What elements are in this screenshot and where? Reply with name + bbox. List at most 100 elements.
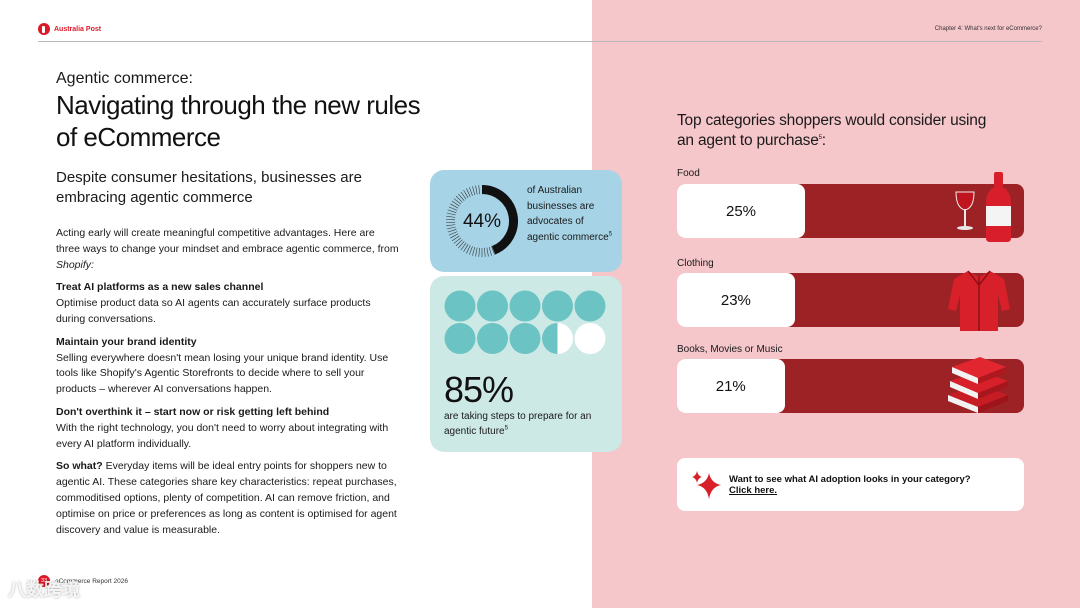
category-label-food: Food (677, 168, 700, 179)
donut-tick (475, 185, 478, 195)
category-cta-card[interactable]: Want to see what AI adoption looks in yo… (677, 458, 1024, 511)
donut-tick (458, 241, 465, 249)
donut-tick (446, 224, 456, 227)
donut-tick (472, 186, 476, 196)
wine-bottle-icon (955, 172, 1011, 242)
donut-tick (466, 245, 471, 254)
stat-card-advocates: 44% of Australian businesses are advocat… (430, 170, 622, 272)
donut-tick (453, 198, 462, 205)
header-divider (38, 41, 1042, 42)
point-text: With the right technology, you don't nee… (56, 421, 389, 450)
australia-post-logo[interactable]: Australia Post (38, 23, 101, 35)
categories-title: Top categories shoppers would consider u… (677, 112, 987, 149)
donut-tick (460, 191, 467, 200)
dot (509, 323, 541, 354)
donut-tick (450, 233, 459, 239)
dot-grid-85-percent (444, 290, 606, 354)
point-1: Treat AI platforms as a new sales channe… (56, 280, 401, 327)
dot (477, 323, 508, 354)
donut-tick (478, 185, 480, 195)
point-text: Optimise product data so AI agents can a… (56, 297, 371, 325)
donut-tick (491, 246, 495, 255)
category-label-books: Books, Movies or Music (677, 344, 783, 355)
donut-tick (448, 206, 458, 211)
category-bar-clothing: 23% (677, 270, 1024, 331)
donut-tick (446, 215, 456, 218)
page-subtitle: Despite consumer hesitations, businesses… (56, 169, 362, 206)
donut-tick (446, 212, 456, 216)
so-what-text: Everyday items will be ideal entry point… (56, 460, 397, 536)
page-footer: 33 eCommerce Report 2026 (38, 575, 128, 587)
red-jacket-icon (948, 270, 1010, 331)
so-what-paragraph: So what? Everyday items will be ideal en… (56, 459, 401, 538)
category-bar-books: 21% (677, 357, 1024, 413)
chapter-title: Chapter 4: What's next for eCommerce? (934, 26, 1042, 32)
page-number: 33 (38, 575, 50, 587)
donut-tick (447, 209, 457, 213)
dot (542, 290, 573, 322)
stat-advocates-value: 44% (463, 211, 501, 232)
point-text: Selling everywhere doesn't mean losing y… (56, 351, 389, 396)
bar-fill: 25% (677, 184, 805, 238)
so-what-heading: So what? (56, 460, 103, 473)
donut-tick (455, 195, 463, 203)
bar-fill: 23% (677, 273, 795, 327)
point-2: Maintain your brand identity Selling ever… (56, 335, 401, 398)
donut-tick (453, 237, 462, 244)
donut-tick (478, 247, 480, 257)
lead-paragraph: Acting early will create meaningful comp… (56, 227, 399, 271)
donut-tick (448, 231, 458, 236)
donut-tick (484, 247, 486, 257)
section-kicker: Agentic commerce: (56, 70, 193, 87)
donut-tick (475, 247, 478, 257)
stat-preparing-value: 85% (444, 369, 514, 410)
category-bar-food: 25% (677, 172, 1024, 242)
donut-tick (466, 188, 471, 197)
dot (444, 290, 476, 322)
stat-card-preparing: 85% are taking steps to prepare for an a… (430, 276, 622, 452)
dot (574, 323, 606, 354)
bar-fill: 21% (677, 359, 785, 413)
logo-text: Australia Post (54, 25, 102, 33)
donut-tick (451, 235, 460, 242)
donut-tick (469, 187, 473, 196)
australia-post-logo-icon (38, 23, 50, 35)
stat-advocates-text: of Australian businesses are advocates o… (527, 185, 613, 243)
body-text: Acting early will create meaningful comp… (56, 226, 401, 545)
stat-preparing-text: are taking steps to prepare for an agent… (444, 411, 592, 437)
watermark: 八数跨境 (8, 580, 80, 600)
sparkle-icon (692, 471, 721, 499)
donut-tick (447, 229, 457, 233)
donut-tick (455, 239, 463, 247)
click-here-link[interactable]: Click here. (729, 485, 778, 496)
donut-tick (451, 200, 460, 207)
dot (477, 290, 508, 322)
dot (574, 290, 606, 322)
dot (542, 323, 573, 354)
donut-tick (488, 246, 492, 256)
page-title: Navigating through the new rules of eCom… (56, 90, 421, 152)
point-heading: Treat AI platforms as a new sales channe… (56, 281, 264, 294)
donut-tick (469, 246, 473, 255)
cta-text: Want to see what AI adoption looks in yo… (729, 474, 971, 496)
donut-tick (463, 189, 469, 198)
donut-tick (446, 226, 456, 230)
donut-tick (472, 246, 476, 256)
donut-tick (458, 193, 465, 201)
point-heading: Don't overthink it – start now or risk g… (56, 405, 330, 418)
books-icon (948, 357, 1008, 413)
donut-tick (486, 247, 489, 257)
donut-44-percent: 44% (446, 185, 518, 257)
footnote: 5 (818, 134, 822, 141)
footnote: 5 (504, 425, 508, 432)
footer-text: eCommerce Report 2026 (55, 577, 128, 585)
lead-source: Shopify: (56, 258, 94, 271)
donut-tick (450, 203, 459, 209)
dot (509, 290, 541, 322)
point-heading: Maintain your brand identity (56, 335, 197, 348)
footnote: 5 (608, 231, 613, 238)
dot (444, 323, 476, 354)
donut-tick (463, 244, 469, 253)
donut-tick (460, 242, 467, 251)
category-label-clothing: Clothing (677, 258, 714, 269)
